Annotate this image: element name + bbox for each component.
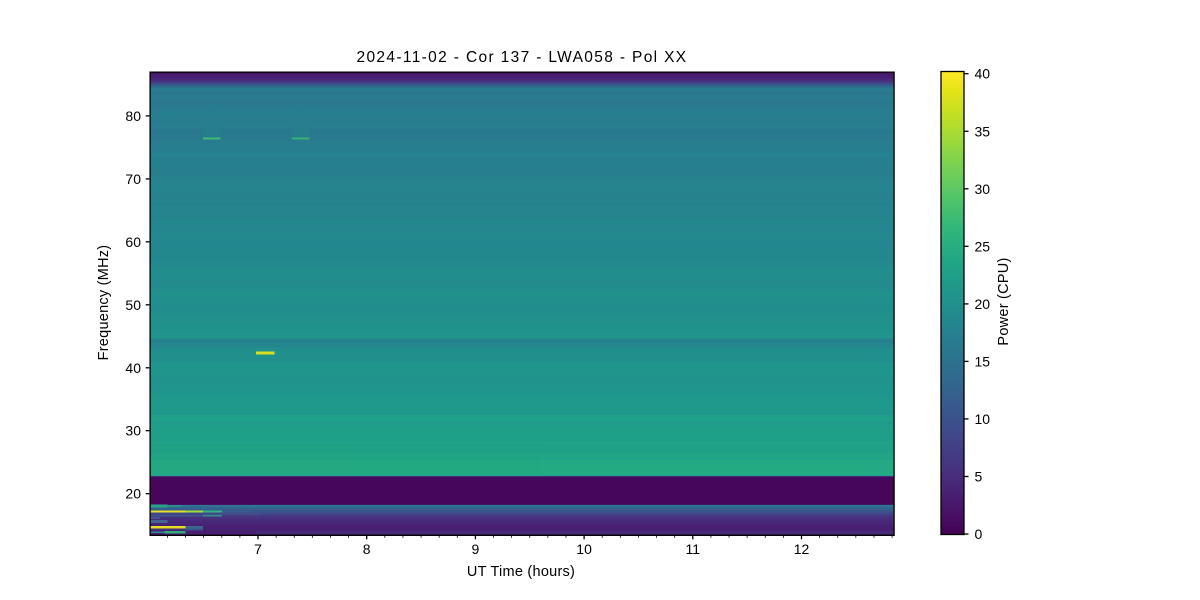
svg-text:12: 12 xyxy=(794,541,810,557)
svg-text:Frequency (MHz): Frequency (MHz) xyxy=(96,245,112,361)
svg-text:25: 25 xyxy=(975,238,991,254)
svg-text:40: 40 xyxy=(975,66,991,82)
svg-text:70: 70 xyxy=(125,171,141,187)
svg-text:5: 5 xyxy=(975,469,983,485)
svg-text:8: 8 xyxy=(363,541,371,557)
svg-text:30: 30 xyxy=(125,423,141,439)
svg-text:Power (CPU): Power (CPU) xyxy=(996,257,1012,345)
svg-text:10: 10 xyxy=(975,411,991,427)
svg-text:35: 35 xyxy=(975,123,991,139)
svg-text:15: 15 xyxy=(975,353,991,369)
svg-text:80: 80 xyxy=(125,108,141,124)
svg-text:11: 11 xyxy=(686,541,701,557)
svg-text:50: 50 xyxy=(125,297,141,313)
svg-text:2024-11-02 - Cor 137 - LWA058: 2024-11-02 - Cor 137 - LWA058 - Pol XX xyxy=(356,49,687,66)
svg-text:20: 20 xyxy=(975,296,991,312)
svg-text:10: 10 xyxy=(576,541,592,557)
svg-text:9: 9 xyxy=(472,541,480,557)
svg-text:UT Time (hours): UT Time (hours) xyxy=(467,564,575,580)
svg-text:20: 20 xyxy=(125,486,141,502)
svg-text:60: 60 xyxy=(125,234,141,250)
svg-text:40: 40 xyxy=(125,360,141,376)
svg-text:7: 7 xyxy=(254,541,262,557)
svg-text:0: 0 xyxy=(975,526,983,542)
svg-text:30: 30 xyxy=(975,181,991,197)
